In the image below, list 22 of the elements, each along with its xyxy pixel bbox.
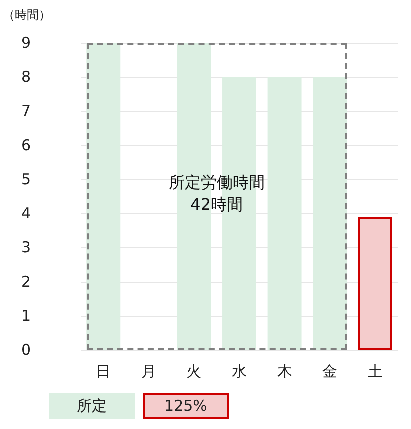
x-tick-label: 日 bbox=[96, 362, 112, 380]
x-tick-label: 水 bbox=[232, 362, 247, 380]
x-tick-label: 火 bbox=[186, 362, 202, 380]
x-tick-label: 月 bbox=[141, 362, 156, 380]
y-tick-label: 3 bbox=[21, 238, 31, 257]
y-tick-label: 5 bbox=[21, 170, 31, 188]
bar bbox=[358, 216, 392, 350]
x-tick-label: 木 bbox=[277, 362, 292, 380]
y-tick-label: 1 bbox=[21, 306, 31, 325]
y-tick-label: 9 bbox=[21, 34, 31, 52]
y-axis-title: （時間） bbox=[3, 8, 51, 22]
text: 125% bbox=[143, 393, 229, 419]
x-tick-label: 金 bbox=[322, 362, 338, 380]
y-tick-label: 7 bbox=[21, 102, 31, 120]
y-tick-label: 0 bbox=[21, 341, 31, 359]
annotation: 所定労働時間 42時間 bbox=[168, 172, 266, 216]
y-tick-label: 2 bbox=[21, 272, 31, 291]
x-tick-label: 土 bbox=[368, 362, 383, 380]
text: 所定 bbox=[49, 393, 135, 419]
y-tick-label: 8 bbox=[21, 68, 31, 86]
y-tick-label: 4 bbox=[21, 204, 31, 223]
y-tick-label: 6 bbox=[21, 136, 31, 154]
